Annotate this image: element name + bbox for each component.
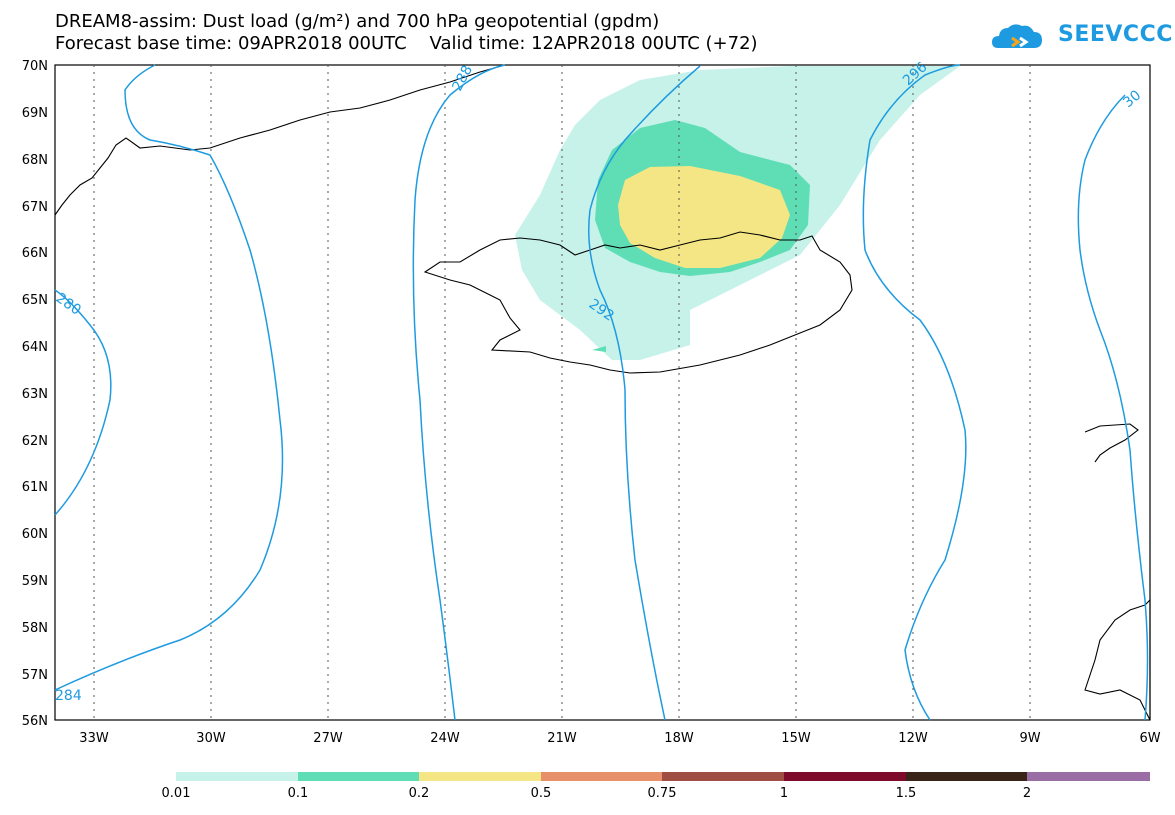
lat-label-57n: 57N	[22, 668, 48, 683]
lat-label-65n: 65N	[22, 293, 48, 308]
map-title: DREAM8-assim: Dust load (g/m²) and 700 h…	[55, 11, 660, 32]
legend-swatch-3	[419, 772, 541, 781]
legend-swatch-7	[906, 772, 1027, 781]
seevccc-logo	[992, 24, 1042, 48]
contour-label-284: 284	[55, 688, 82, 704]
graticule	[93, 65, 1031, 720]
legend-swatch-4	[541, 772, 662, 781]
lon-label-6w: 6W	[1139, 731, 1160, 746]
legend-label-1.5: 1.5	[896, 786, 917, 801]
lon-label-12w: 12W	[898, 731, 928, 746]
lon-label-30w: 30W	[196, 731, 226, 746]
lon-label-15w: 15W	[781, 731, 811, 746]
lat-label-61n: 61N	[22, 480, 48, 495]
lon-label-9w: 9W	[1019, 731, 1040, 746]
scotland-coast	[1084, 598, 1151, 721]
lat-label-63n: 63N	[22, 387, 48, 402]
contour-label-30: 30	[1120, 87, 1144, 111]
legend-label-0.75: 0.75	[648, 786, 677, 801]
lat-label-67n: 67N	[22, 200, 48, 215]
lat-label-59n: 59N	[22, 574, 48, 589]
lon-label-33w: 33W	[79, 731, 109, 746]
legend-label-0.1: 0.1	[288, 786, 309, 801]
lat-label-60n: 60N	[22, 527, 48, 542]
geopotential-contours	[54, 64, 1149, 721]
legend-swatch-8	[1027, 772, 1150, 781]
lon-label-27w: 27W	[313, 731, 343, 746]
lat-label-58n: 58N	[22, 621, 48, 636]
iceland-coast	[423, 231, 853, 374]
lat-label-68n: 68N	[22, 153, 48, 168]
legend-label-2: 2	[1023, 786, 1031, 801]
logo-text: SEEVCCC	[1058, 22, 1173, 47]
lat-label-64n: 64N	[22, 340, 48, 355]
map-subtitle: Forecast base time: 09APR2018 00UTC Vali…	[55, 33, 758, 54]
faroe-islands	[1084, 423, 1139, 463]
lon-label-21w: 21W	[547, 731, 577, 746]
coastlines	[54, 64, 1151, 721]
dust-shading	[515, 66, 960, 360]
legend-label-1: 1	[780, 786, 788, 801]
longitude-labels: 33W 30W 27W 24W 21W 18W 15W 12W 9W 6W	[79, 731, 1160, 746]
lon-label-24w: 24W	[430, 731, 460, 746]
plot-frame	[54, 64, 1151, 721]
lat-label-62n: 62N	[22, 434, 48, 449]
lat-label-56n: 56N	[22, 714, 48, 729]
legend-label-0.2: 0.2	[409, 786, 430, 801]
legend-label-0.5: 0.5	[531, 786, 552, 801]
legend-label-0.01: 0.01	[162, 786, 191, 801]
legend-swatch-1	[176, 772, 298, 781]
legend-swatch-2	[298, 772, 419, 781]
lon-label-18w: 18W	[664, 731, 694, 746]
lat-label-69n: 69N	[22, 106, 48, 121]
color-legend: 0.01 0.1 0.2 0.5 0.75 1 1.5 2	[162, 772, 1150, 801]
dust-area-high	[618, 166, 790, 268]
lat-label-70n: 70N	[22, 59, 48, 74]
lat-label-66n: 66N	[22, 246, 48, 261]
contour-label-280: 280	[53, 290, 84, 318]
legend-swatch-5	[662, 772, 784, 781]
legend-swatch-6	[784, 772, 906, 781]
greenland-coast	[54, 64, 506, 216]
latitude-labels: 70N 69N 68N 67N 66N 65N 64N 63N 62N 61N …	[22, 59, 48, 729]
